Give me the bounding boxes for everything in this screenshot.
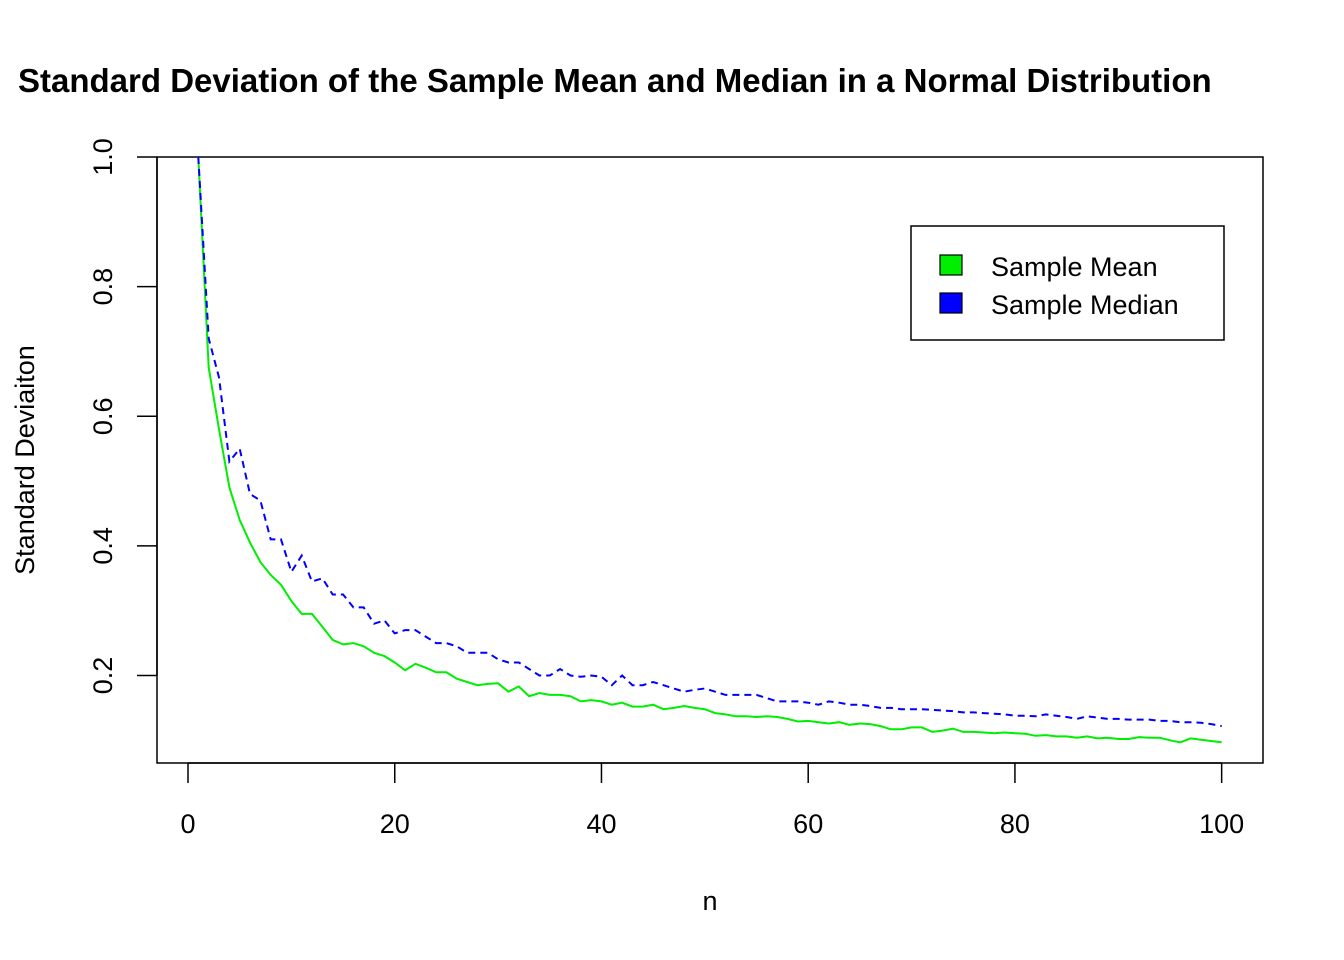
x-axis: 0 20 40 60 80 100 — [180, 762, 1244, 839]
y-tick-label: 0.2 — [88, 657, 118, 695]
y-tick-label: 1.0 — [88, 138, 118, 176]
y-tick-label: 0.4 — [88, 527, 118, 565]
legend-swatch-mean — [939, 254, 963, 276]
x-tick-label: 60 — [793, 809, 823, 839]
legend-label-median: Sample Median — [991, 290, 1179, 320]
legend-label-mean: Sample Mean — [991, 252, 1158, 282]
x-tick-label: 100 — [1199, 809, 1244, 839]
x-tick-label: 80 — [1000, 809, 1030, 839]
x-tick-label: 0 — [180, 809, 195, 839]
x-tick-label: 20 — [380, 809, 410, 839]
legend: Sample Mean Sample Median — [910, 225, 1225, 341]
legend-swatch-median — [939, 292, 963, 314]
y-axis: 0.2 0.4 0.6 0.8 1.0 — [88, 138, 158, 695]
y-axis-label: Standard Deviaiton — [10, 345, 40, 575]
series-line-sample-median — [197, 156, 1222, 728]
legend-box — [910, 225, 1225, 341]
y-tick-label: 0.8 — [88, 268, 118, 306]
y-tick-label: 0.6 — [88, 398, 118, 436]
x-axis-label: n — [702, 886, 717, 916]
series-line-sample-mean — [197, 156, 1222, 744]
chart-title: Standard Deviation of the Sample Mean an… — [18, 62, 1212, 99]
series-layer — [197, 156, 1222, 744]
x-tick-label: 40 — [586, 809, 616, 839]
